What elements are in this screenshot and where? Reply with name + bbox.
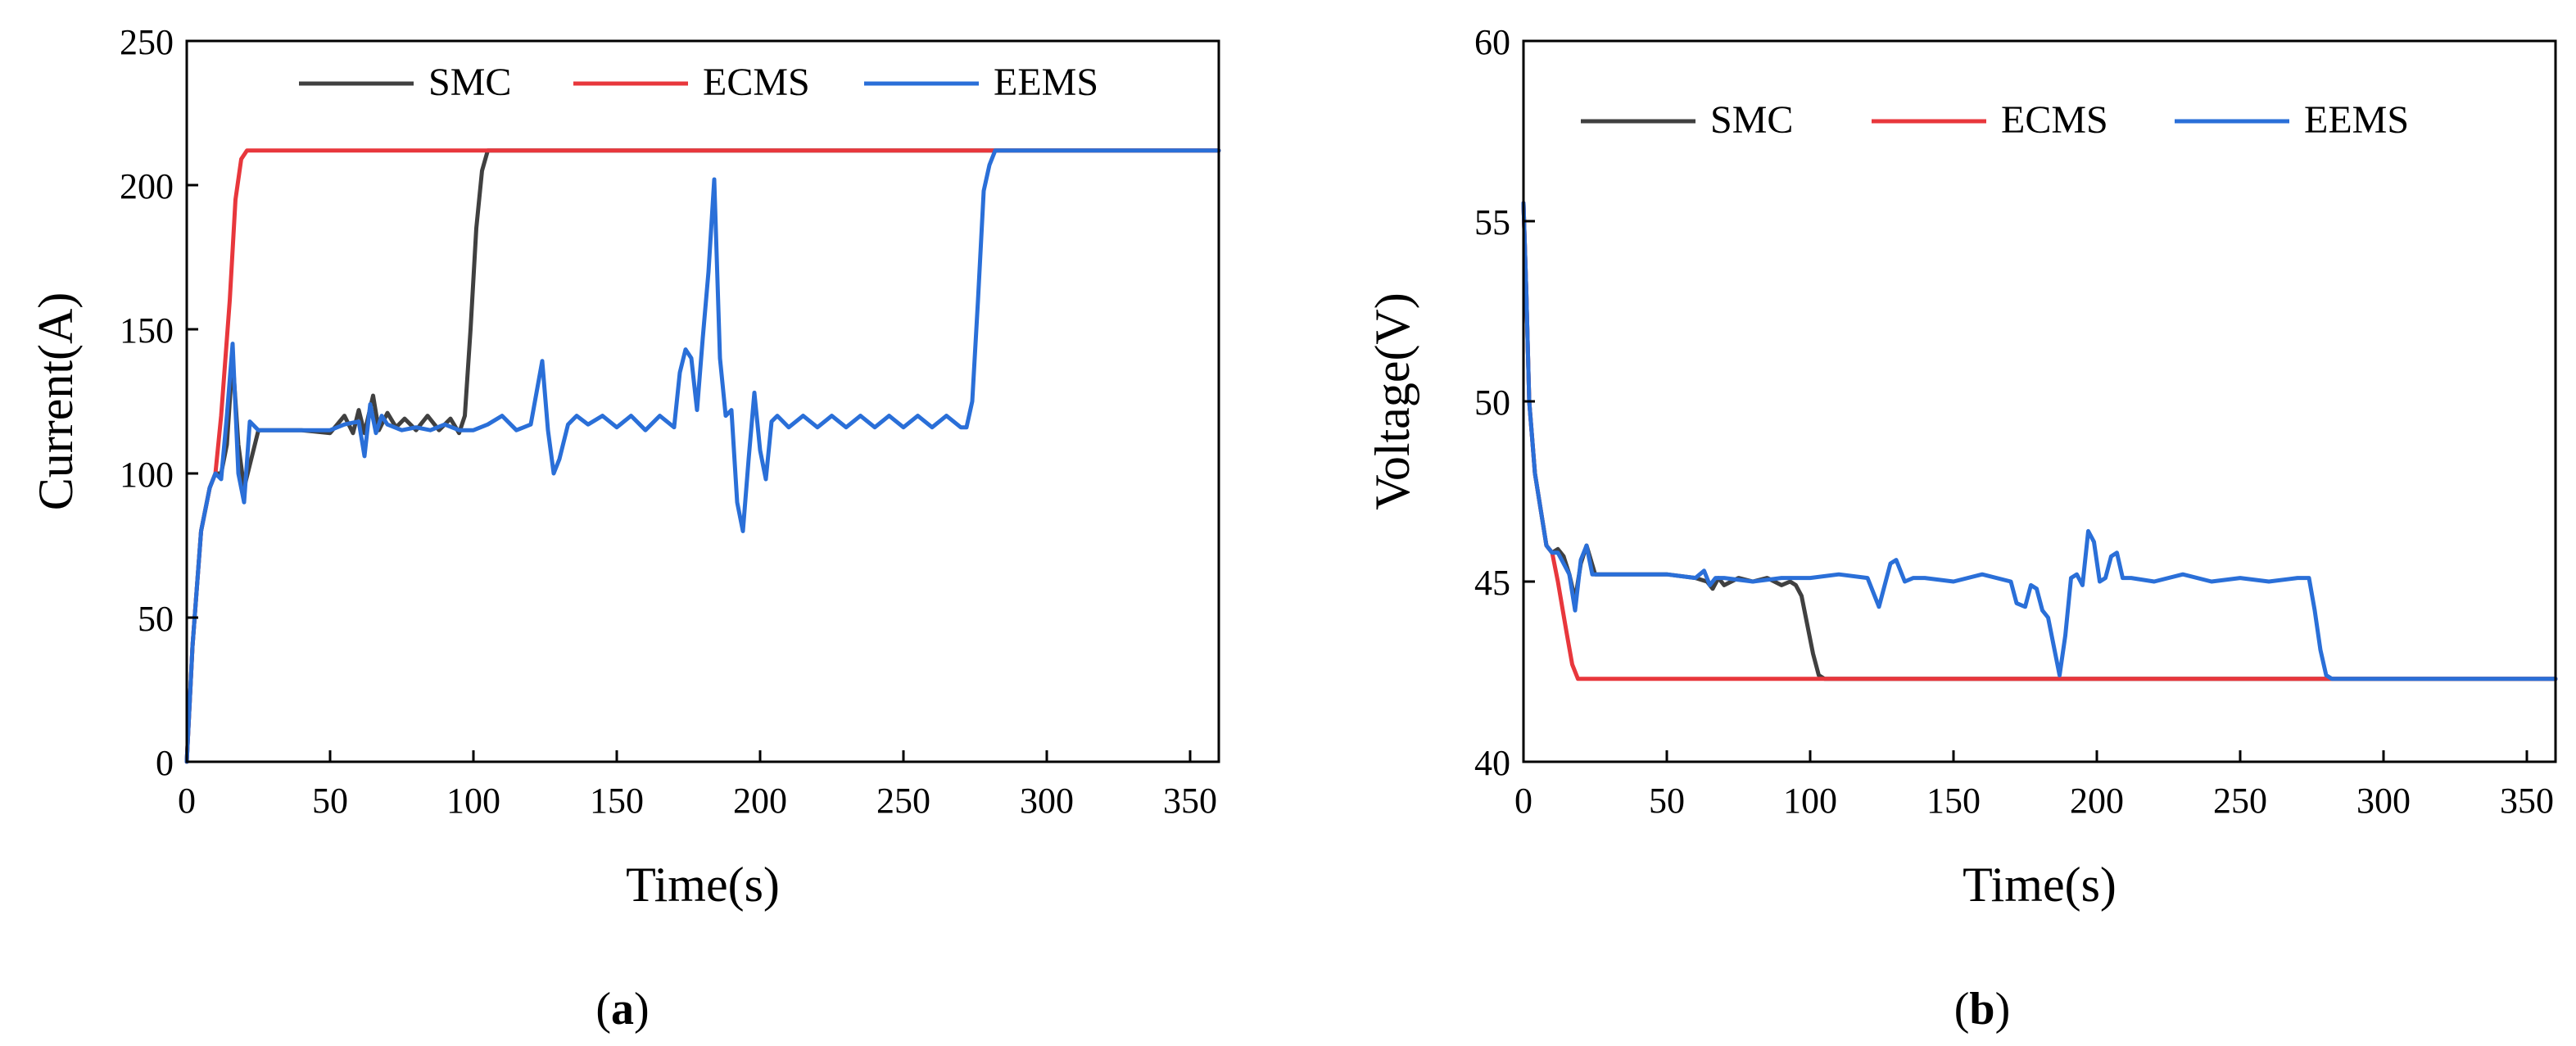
panel-b-plot-frame [1522,39,2557,763]
panel-b-y-tick-label: 50 [1474,383,1510,423]
panel-b-x-tick-label: 250 [2213,781,2267,821]
panel-b-legend-label-smc: SMC [1710,98,1793,142]
panel-a-y-tick-label: 250 [120,22,174,62]
panel-b-x-tick-label: 200 [2070,781,2124,821]
panel-a-x-tick-label: 300 [1020,781,1074,821]
panel-b-x-tick-label: 0 [1514,781,1532,821]
panel-a-x-tick-label: 150 [590,781,644,821]
panel-b-caption-open: ( [1954,984,1970,1035]
panel-a-x-tick-label: 250 [876,781,930,821]
chart-panel-b: 0 50 100 150 200 250 300 350 40 45 50 55 60 Time(s) Vo… [1365,22,2558,1035]
panel-a-caption-letter: a [611,984,634,1035]
panel-a-y-tick-label: 50 [138,599,174,639]
panel-a-x-tick-label: 50 [312,781,348,821]
panel-b-series-eems-line [1521,201,2558,681]
panel-a-y-axis-title: Current(A) [29,292,83,511]
panel-a-y-tick-label: 0 [156,743,174,783]
panel-a-series-smc-line [184,148,1221,764]
panel-a-caption: (a) [595,984,649,1035]
panel-b-x-tick-label: 150 [1926,781,1981,821]
panel-a-caption-close: ) [634,984,650,1035]
panel-b-x-tick-label: 100 [1783,781,1837,821]
panel-a-series-ecms-line [184,148,1221,764]
panel-b-legend-label-eems: EEMS [2304,98,2409,142]
panel-a-x-tick-label: 200 [733,781,787,821]
panel-b-y-axis-title: Voltage(V) [1365,292,1419,510]
panel-b-y-tick-label: 55 [1474,202,1510,242]
chart-panel-a: 0 50 100 150 200 250 300 350 0 50 100 150 200 250 Time… [29,22,1221,1035]
panel-a-caption-open: ( [595,984,611,1035]
panel-a-x-tick-label: 100 [446,781,500,821]
panel-a-legend-label-smc: SMC [428,61,511,104]
panel-a-x-axis-title: Time(s) [626,858,780,912]
panel-a-x-tick-label: 0 [178,781,196,821]
panel-a-y-tick-label: 150 [120,310,174,351]
panel-a-y-tick-label: 100 [120,455,174,495]
panel-a-x-tick-label: 350 [1163,781,1217,821]
panel-a-legend-label-ecms: ECMS [703,61,810,104]
panel-b-y-tick-label: 60 [1474,22,1510,62]
panel-b-x-axis-title: Time(s) [1963,858,2116,912]
panel-b-y-tick-label: 45 [1474,563,1510,603]
panel-b-x-tick-label: 300 [2356,781,2411,821]
panel-a-plot-frame [185,39,1220,763]
panel-b-caption: (b) [1954,984,2010,1035]
panel-a-legend-label-eems: EEMS [994,61,1098,104]
panel-b-x-tick-label: 50 [1649,781,1685,821]
panel-b-x-tick-label: 350 [2500,781,2554,821]
panel-a-y-tick-label: 200 [120,166,174,206]
panel-b-y-tick-label: 40 [1474,743,1510,783]
panel-b-legend-label-ecms: ECMS [2001,98,2108,142]
panel-b-caption-letter: b [1969,984,1994,1035]
panel-b-caption-close: ) [1995,984,2011,1035]
panel-a-series-eems-line [184,148,1221,764]
